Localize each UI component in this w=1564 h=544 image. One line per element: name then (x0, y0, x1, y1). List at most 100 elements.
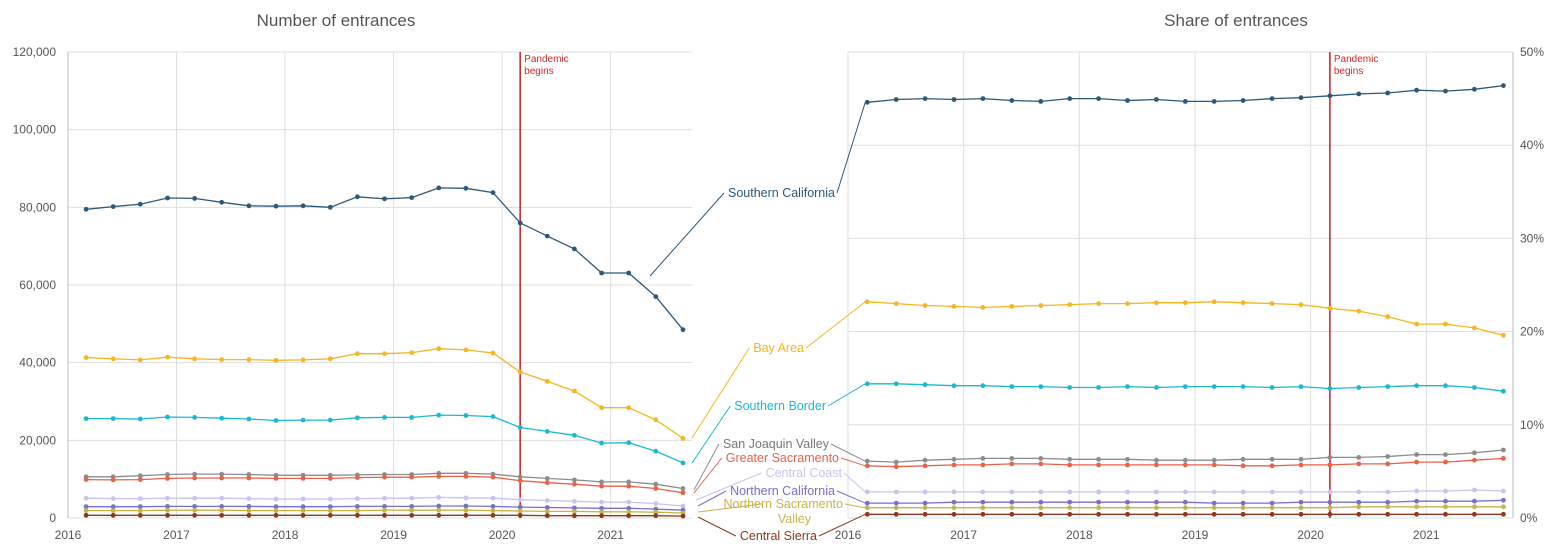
data-point-southern-california (436, 185, 442, 191)
data-point-bay-area (1356, 308, 1362, 314)
data-point-southern-california (980, 96, 986, 101)
data-point-central-sierra (680, 513, 686, 519)
data-point-greater-sacramento (1385, 461, 1391, 467)
data-point-northern-sacramento-valley (1038, 505, 1044, 511)
data-point-central-coast (1182, 489, 1188, 495)
data-point-central-coast (382, 495, 387, 501)
data-point-northern-california (922, 500, 928, 506)
data-point-northern-sacramento-valley (544, 509, 550, 514)
data-point-northern-california (1501, 497, 1506, 503)
data-point-northern-california (83, 504, 89, 510)
data-point-bay-area (1182, 300, 1188, 306)
data-point-southern-border (893, 381, 899, 387)
data-point-northern-sacramento-valley (1125, 505, 1130, 511)
data-point-northern-sacramento-valley (572, 509, 577, 514)
data-point-northern-california (626, 505, 632, 511)
data-point-northern-california (409, 504, 415, 509)
data-point-bay-area (653, 417, 659, 423)
data-point-northern-california (1298, 499, 1304, 505)
data-point-southern-california (893, 97, 899, 102)
data-point-northern-sacramento-valley (382, 507, 387, 513)
data-point-central-sierra (517, 512, 523, 518)
data-point-southern-border (1414, 383, 1419, 389)
data-point-san-joaquin-valley (680, 486, 686, 491)
data-point-southern-california (1501, 83, 1506, 88)
connector-right-central-sierra (818, 513, 866, 537)
data-point-bay-area (409, 350, 415, 355)
data-point-northern-california (1096, 499, 1101, 505)
data-point-southern-california (137, 201, 143, 207)
data-point-southern-california (1067, 96, 1073, 101)
connector-left-bay-area (691, 347, 750, 439)
data-point-central-coast (951, 489, 957, 495)
data-point-northern-california (1125, 499, 1130, 505)
data-point-northern-california (1154, 499, 1159, 505)
data-point-central-coast (1125, 489, 1130, 495)
data-point-northern-sacramento-valley (110, 508, 116, 513)
connector-right-northern-sacramento-valley (844, 503, 866, 509)
data-point-san-joaquin-valley (1443, 452, 1448, 457)
data-point-southern-border (192, 415, 198, 420)
data-point-greater-sacramento (1356, 461, 1362, 467)
data-point-southern-california (273, 203, 279, 209)
data-point-greater-sacramento (1501, 456, 1506, 461)
data-point-greater-sacramento (572, 481, 577, 487)
data-point-southern-border (572, 432, 577, 438)
y-tick-label: 10% (1520, 418, 1544, 432)
data-point-bay-area (1472, 325, 1477, 331)
data-point-san-joaquin-valley (864, 458, 870, 464)
y-tick-label: 30% (1520, 231, 1544, 245)
data-point-southern-border (544, 429, 550, 434)
data-point-greater-sacramento (219, 475, 225, 481)
data-point-bay-area (1096, 301, 1101, 306)
x-tick-label: 2018 (272, 528, 299, 542)
data-point-northern-california (1067, 499, 1073, 505)
data-point-bay-area (165, 354, 170, 360)
data-point-southern-border (1009, 384, 1015, 389)
data-point-northern-california (1414, 498, 1419, 504)
data-point-greater-sacramento (1096, 462, 1101, 468)
data-point-central-coast (83, 495, 89, 501)
data-point-southern-border (436, 412, 442, 418)
data-point-greater-sacramento (599, 483, 604, 489)
data-point-bay-area (1443, 321, 1448, 327)
data-point-central-sierra (1240, 511, 1246, 517)
x-tick-label: 2020 (1297, 528, 1324, 542)
data-point-greater-sacramento (517, 478, 523, 484)
data-point-bay-area (1009, 304, 1015, 309)
data-point-northern-sacramento-valley (653, 509, 659, 515)
data-point-southern-border (1240, 384, 1246, 389)
data-point-central-coast (1356, 489, 1362, 495)
data-point-northern-california (1327, 499, 1333, 505)
data-point-san-joaquin-valley (1298, 456, 1304, 462)
data-point-northern-sacramento-valley (951, 505, 957, 511)
data-point-central-coast (572, 498, 577, 504)
data-point-greater-sacramento (246, 475, 252, 481)
data-point-central-coast (1211, 489, 1217, 495)
y-tick-label: 100,000 (13, 123, 57, 137)
data-point-central-sierra (192, 512, 198, 518)
data-point-southern-border (165, 414, 170, 420)
y-tick-label: 40% (1520, 138, 1544, 152)
data-point-central-coast (626, 499, 632, 505)
data-point-southern-border (273, 418, 279, 423)
data-point-bay-area (436, 346, 442, 352)
data-point-san-joaquin-valley (572, 477, 577, 483)
data-point-southern-california (680, 327, 686, 333)
data-point-northern-sacramento-valley (165, 507, 170, 513)
data-point-southern-california (1096, 96, 1101, 101)
data-point-bay-area (680, 436, 686, 441)
data-point-southern-border (219, 415, 225, 421)
data-point-central-coast (463, 495, 469, 501)
data-point-central-sierra (653, 513, 659, 519)
data-point-central-coast (219, 495, 225, 501)
data-point-southern-border (980, 383, 986, 389)
data-point-southern-california (1443, 88, 1448, 94)
data-point-bay-area (273, 357, 279, 363)
data-point-northern-sacramento-valley (273, 508, 279, 513)
data-point-southern-california (246, 203, 252, 209)
data-point-southern-border (327, 417, 333, 423)
data-point-central-sierra (951, 511, 957, 517)
data-point-central-sierra (1067, 511, 1073, 517)
